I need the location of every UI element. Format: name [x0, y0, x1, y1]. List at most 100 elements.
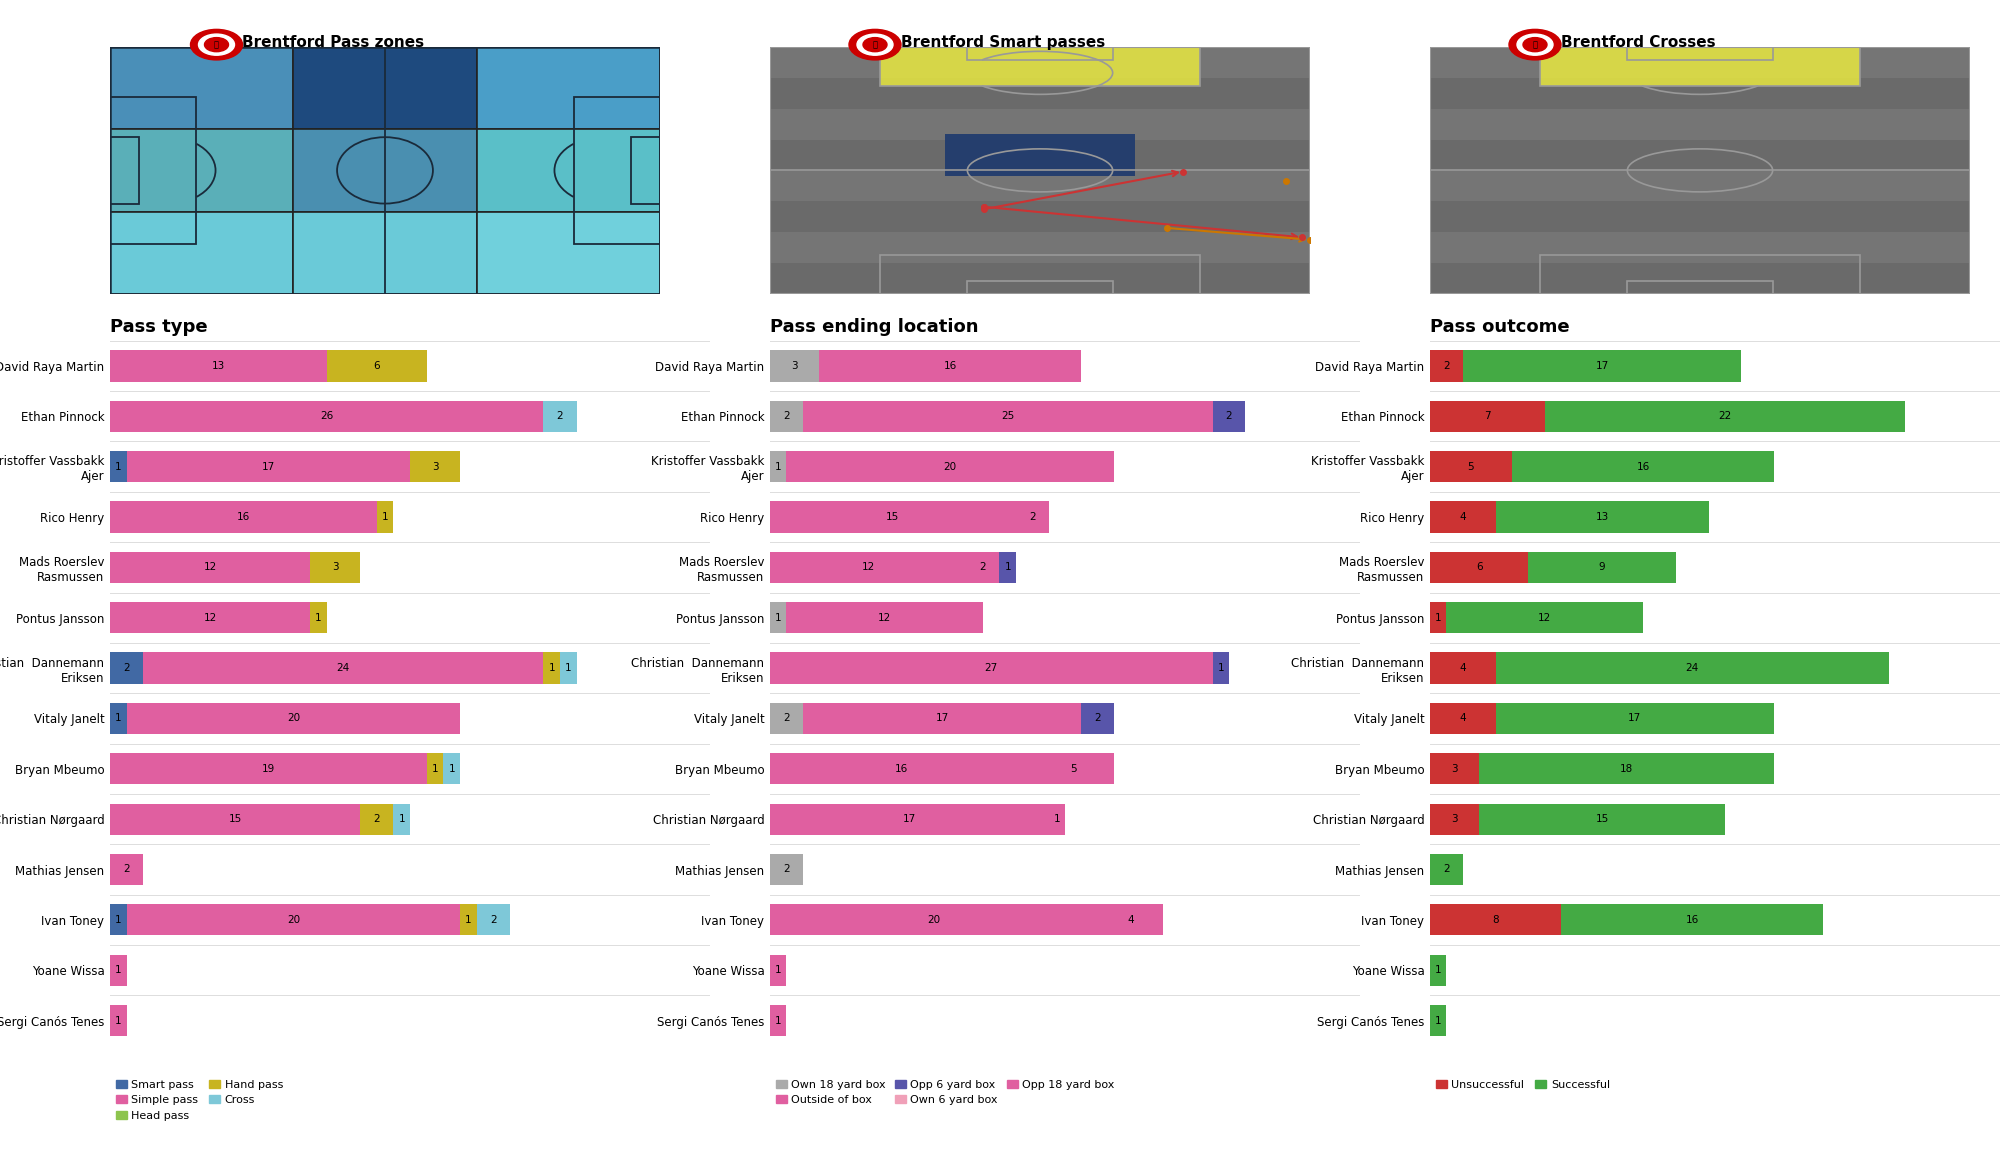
Text: 26: 26 — [320, 411, 334, 422]
Text: 1: 1 — [316, 612, 322, 623]
Bar — [802, 703, 1082, 734]
Bar — [1430, 502, 1496, 532]
Bar — [1480, 804, 1724, 834]
Text: 4: 4 — [1460, 713, 1466, 724]
Text: 13: 13 — [1596, 512, 1608, 522]
Text: 20: 20 — [286, 915, 300, 925]
Text: 2: 2 — [1226, 411, 1232, 422]
Text: 12: 12 — [204, 563, 216, 572]
Bar — [110, 350, 326, 382]
Bar — [1430, 753, 1480, 785]
Bar — [126, 905, 460, 935]
Bar — [1512, 451, 1774, 482]
Bar — [770, 140, 1310, 170]
Bar — [110, 652, 144, 684]
Bar — [476, 905, 510, 935]
Text: 17: 17 — [262, 462, 274, 471]
Text: 20: 20 — [928, 915, 940, 925]
Bar — [110, 401, 544, 432]
Bar — [110, 602, 310, 633]
Text: 12: 12 — [862, 563, 874, 572]
Bar — [410, 451, 460, 482]
Bar — [574, 98, 660, 243]
Text: 17: 17 — [1596, 361, 1608, 371]
Text: 1: 1 — [116, 1015, 122, 1026]
Bar — [1430, 954, 1446, 986]
Bar — [1430, 170, 1970, 201]
Text: 3: 3 — [432, 462, 438, 471]
Bar — [1430, 47, 1970, 78]
Bar — [294, 212, 476, 294]
Text: 18: 18 — [1620, 764, 1634, 774]
Bar — [110, 854, 144, 885]
Bar — [770, 753, 1032, 785]
Bar — [1000, 552, 1016, 583]
Text: 12: 12 — [878, 612, 892, 623]
Text: Brentford Pass zones: Brentford Pass zones — [242, 35, 424, 51]
Bar — [144, 652, 544, 684]
Bar — [1430, 804, 1480, 834]
Text: Pass outcome: Pass outcome — [1430, 318, 1570, 336]
Bar — [1082, 703, 1114, 734]
Text: 22: 22 — [1718, 411, 1732, 422]
Text: 1: 1 — [116, 462, 122, 471]
Bar — [110, 552, 310, 583]
Text: 12: 12 — [204, 612, 216, 623]
Bar — [1540, 47, 1860, 86]
Text: 2: 2 — [980, 563, 986, 572]
Text: 3: 3 — [1452, 764, 1458, 774]
Text: 8: 8 — [1492, 915, 1498, 925]
Bar — [310, 552, 360, 583]
Bar — [376, 502, 394, 532]
Text: 2: 2 — [556, 411, 564, 422]
Text: 17: 17 — [1628, 713, 1642, 724]
Text: Brentford Smart passes: Brentford Smart passes — [900, 35, 1106, 51]
Text: 2: 2 — [1028, 512, 1036, 522]
Text: 1: 1 — [548, 663, 554, 673]
Bar — [1016, 502, 1048, 532]
Bar — [1430, 233, 1970, 263]
Text: 1: 1 — [116, 965, 122, 975]
Text: 6: 6 — [1476, 563, 1482, 572]
Text: 1: 1 — [1434, 612, 1442, 623]
Text: Pass type: Pass type — [110, 318, 208, 336]
Bar — [110, 703, 126, 734]
Legend: Unsuccessful, Successful: Unsuccessful, Successful — [1436, 1080, 1610, 1089]
Text: 16: 16 — [236, 512, 250, 522]
Bar — [1540, 255, 1860, 294]
Bar — [770, 263, 1310, 294]
Bar — [770, 1005, 786, 1036]
Text: 1: 1 — [432, 764, 438, 774]
Bar — [1540, 47, 1860, 86]
Bar — [110, 954, 126, 986]
Text: 25: 25 — [1002, 411, 1014, 422]
Bar — [110, 129, 294, 212]
Text: 🐝: 🐝 — [872, 40, 878, 49]
Text: 2: 2 — [1444, 865, 1450, 874]
Text: 🐝: 🐝 — [1532, 40, 1538, 49]
Bar — [1430, 703, 1496, 734]
Text: 16: 16 — [944, 361, 956, 371]
Bar — [126, 451, 410, 482]
Text: 16: 16 — [1636, 462, 1650, 471]
Bar — [544, 401, 576, 432]
Bar — [1496, 703, 1774, 734]
Bar — [476, 47, 660, 129]
Text: 2: 2 — [124, 663, 130, 673]
Text: 2: 2 — [1444, 361, 1450, 371]
Bar — [1430, 602, 1446, 633]
Bar — [1032, 753, 1114, 785]
Bar — [476, 129, 660, 212]
Text: 1: 1 — [1004, 563, 1010, 572]
Bar — [1480, 753, 1774, 785]
Bar — [294, 129, 476, 212]
Bar — [770, 502, 1016, 532]
Bar — [1446, 602, 1644, 633]
Text: 1: 1 — [566, 663, 572, 673]
Bar — [1496, 502, 1708, 532]
Bar — [326, 350, 426, 382]
Bar — [426, 753, 444, 785]
Text: 4: 4 — [1460, 512, 1466, 522]
Bar — [880, 47, 1200, 86]
Text: 1: 1 — [1434, 965, 1442, 975]
